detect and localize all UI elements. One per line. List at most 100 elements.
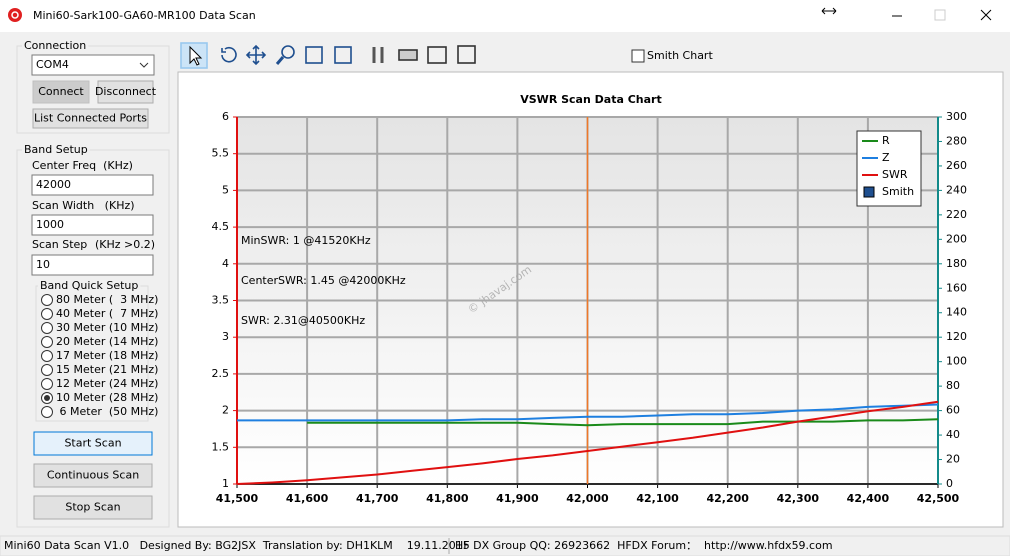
y-tick-label: 1 xyxy=(222,477,229,490)
y2-tick-label: 140 xyxy=(946,306,967,319)
quick-setup-group-label-bg xyxy=(38,279,141,292)
y-tick-label: 3.5 xyxy=(212,294,230,307)
y2-tick-label: 240 xyxy=(946,183,967,196)
maximize-button[interactable] xyxy=(934,9,946,21)
settings-tool[interactable] xyxy=(372,47,384,63)
smith-checkbox[interactable] xyxy=(631,49,645,63)
app-icon-ring xyxy=(11,11,19,19)
combobox-arrow xyxy=(139,62,149,68)
y2-tick-label: 120 xyxy=(946,330,967,343)
scan-button[interactable] xyxy=(33,463,153,488)
scan-step-label: Scan Step xyxy=(32,238,87,251)
band-setup-group-label-bg xyxy=(22,143,90,156)
save-tool[interactable] xyxy=(457,45,476,64)
zoom-fit-tool[interactable] xyxy=(305,46,323,64)
x-tick-label: 42,500 xyxy=(917,492,960,505)
scan-button[interactable] xyxy=(33,495,153,520)
legend-swatch xyxy=(863,186,875,198)
series-line xyxy=(236,400,939,485)
connection-group xyxy=(16,45,170,134)
legend-label: Smith xyxy=(882,185,914,198)
connection-group-label-bg xyxy=(22,39,89,52)
scan-button[interactable] xyxy=(33,431,153,456)
band-label: 12 Meter (24 MHz) xyxy=(56,377,158,390)
app-icon xyxy=(8,8,22,22)
band-radio[interactable] xyxy=(41,294,53,306)
y-tick-label: 5 xyxy=(222,183,229,196)
list-ports-button[interactable] xyxy=(32,108,149,129)
band-radio[interactable] xyxy=(41,336,53,348)
x-tick-label: 42,000 xyxy=(566,492,609,505)
y-tick-label: 5.5 xyxy=(212,147,230,160)
band-label: 30 Meter (10 MHz) xyxy=(56,321,158,334)
disconnect-button[interactable] xyxy=(97,80,154,104)
y-tick-label: 4 xyxy=(222,257,229,270)
y-tick-label: 4.5 xyxy=(212,220,230,233)
y2-tick-label: 0 xyxy=(946,477,953,490)
band-radio[interactable] xyxy=(41,378,53,390)
series-line xyxy=(237,403,939,422)
x-tick-label: 42,400 xyxy=(847,492,890,505)
list-ports-button-label: List Connected Ports xyxy=(34,112,147,125)
band-setup-group xyxy=(16,149,170,528)
y2-tick-label: 60 xyxy=(946,404,960,417)
scan-step-hint: (KHz >0.2) xyxy=(95,238,155,251)
x-tick-label: 42,300 xyxy=(777,492,820,505)
smith-label: Smith Chart xyxy=(647,49,713,62)
y2-tick-label: 20 xyxy=(946,453,960,466)
disconnect-button-label: Disconnect xyxy=(95,85,157,98)
center-freq-input[interactable] xyxy=(31,174,154,196)
toolbar-icons xyxy=(180,42,476,69)
band-radio[interactable] xyxy=(41,406,53,418)
y2-tick-label: 100 xyxy=(946,355,967,368)
y2-tick-label: 160 xyxy=(946,281,967,294)
connect-button-label: Connect xyxy=(38,85,84,98)
band-radio[interactable] xyxy=(41,350,53,362)
scan-width-input[interactable] xyxy=(31,214,154,236)
y2-tick-label: 40 xyxy=(946,428,960,441)
band-radio[interactable] xyxy=(41,364,53,376)
annotation: SWR: 2.31@40500KHz xyxy=(241,314,365,327)
zoom-tool[interactable] xyxy=(281,45,295,59)
print-tool[interactable] xyxy=(398,49,418,61)
band-label: 6 Meter (50 MHz) xyxy=(56,405,158,418)
rotate-tool[interactable] xyxy=(221,46,237,63)
y2-tick-label: 200 xyxy=(946,232,967,245)
x-tick-label: 41,800 xyxy=(426,492,469,505)
y2-tick-label: 220 xyxy=(946,208,967,221)
chart-title: VSWR Scan Data Chart xyxy=(520,93,661,106)
port-value: COM4 xyxy=(36,58,69,71)
y2-tick-label: 260 xyxy=(946,159,967,172)
resize-icon[interactable] xyxy=(821,7,837,15)
band-label: 10 Meter (28 MHz) xyxy=(56,391,158,404)
band-label: 20 Meter (14 MHz) xyxy=(56,335,158,348)
annotation: MinSWR: 1 @41520KHz xyxy=(241,234,371,247)
close-button[interactable] xyxy=(980,9,992,21)
grid-tool[interactable] xyxy=(334,46,352,64)
status-bar xyxy=(0,535,1010,556)
x-tick-label: 41,600 xyxy=(286,492,329,505)
connection-group-label: Connection xyxy=(24,39,86,52)
series-line xyxy=(307,418,939,427)
center-freq-label: Center Freq (KHz) xyxy=(32,159,133,172)
window-title: Mini60-Sark100-GA60-MR100 Data Scan xyxy=(33,9,256,22)
legend-label: Z xyxy=(882,151,890,164)
scan-step-input[interactable] xyxy=(31,254,154,276)
legend-label: R xyxy=(882,134,890,147)
band-radio[interactable] xyxy=(41,322,53,334)
status-text: HF DX Group QQ: 26923662 HFDX Forum： htt… xyxy=(455,539,833,552)
port-combobox[interactable] xyxy=(31,54,155,76)
y2-tick-label: 280 xyxy=(946,134,967,147)
y-tick-label: 2 xyxy=(222,404,229,417)
y-tick-label: 1.5 xyxy=(212,440,230,453)
y-tick-label: 6 xyxy=(222,110,229,123)
title-bar xyxy=(0,0,1010,32)
x-tick-label: 41,700 xyxy=(356,492,399,505)
print-preview-tool[interactable] xyxy=(427,46,447,64)
move-tool[interactable] xyxy=(245,44,267,66)
band-radio[interactable] xyxy=(41,308,53,320)
center-freq-input-value: 42000 xyxy=(36,178,71,191)
y2-tick-label: 300 xyxy=(946,110,967,123)
scan-step-input-value: 10 xyxy=(36,258,50,271)
